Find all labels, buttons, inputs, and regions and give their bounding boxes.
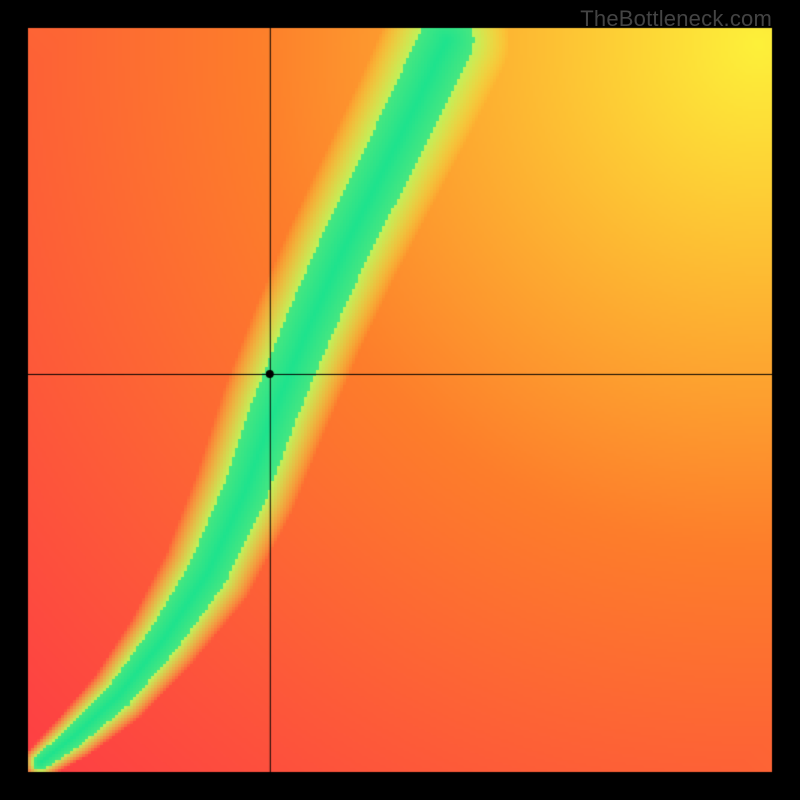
chart-container: TheBottleneck.com xyxy=(0,0,800,800)
watermark-label: TheBottleneck.com xyxy=(580,6,772,32)
heatmap-canvas xyxy=(0,0,800,800)
